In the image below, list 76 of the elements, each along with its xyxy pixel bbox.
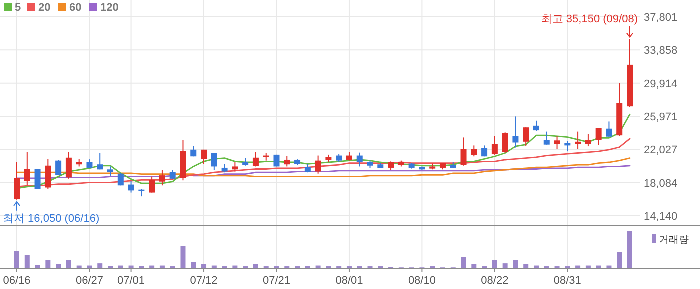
bar [66, 260, 72, 268]
candlestick [356, 152, 363, 168]
candlestick [34, 168, 41, 190]
y-tick-label: 14,140 [644, 211, 678, 223]
bar [46, 260, 51, 268]
bar [180, 246, 186, 268]
bar [628, 231, 632, 268]
candlestick [128, 180, 134, 194]
legend-label: 120 [100, 2, 119, 14]
candlestick [56, 159, 62, 176]
x-tick-label: 08/31 [554, 275, 582, 287]
candlestick [502, 132, 508, 154]
legend-label: 거래량 [659, 235, 689, 246]
x-tick-label: 07/01 [118, 275, 146, 287]
candlestick [315, 155, 322, 174]
candlestick [118, 172, 124, 186]
y-tick-label: 25,971 [644, 111, 678, 124]
legend-label: 5 [15, 2, 22, 14]
candlestick [149, 176, 156, 194]
candlestick [512, 116, 519, 148]
candlestick [523, 127, 530, 147]
x-tick-label: 08/10 [408, 275, 436, 287]
candlestick [97, 152, 104, 170]
bar [56, 264, 62, 268]
candlestick [575, 131, 582, 150]
candlestick [284, 156, 290, 168]
candlestick [211, 152, 218, 171]
candlestick [596, 128, 602, 146]
y-tick-label: 22,027 [644, 144, 678, 157]
x-tick-label: 06/16 [3, 275, 31, 287]
bar [98, 264, 103, 268]
legend: 거래량 [652, 234, 689, 246]
x-tick-label: 06/27 [76, 275, 104, 287]
legend-label: 20 [38, 2, 51, 14]
bar [472, 264, 477, 268]
candlestick [108, 166, 114, 176]
bar [461, 257, 466, 268]
bar [524, 264, 529, 268]
bar [253, 264, 258, 268]
candlestick [492, 136, 498, 156]
annotation: 최고 35,150 (09/08) [541, 13, 638, 26]
bar [502, 264, 508, 268]
legend-label: 60 [70, 2, 82, 14]
bar [191, 262, 196, 268]
candlestick [533, 120, 540, 132]
y-tick-label: 18,084 [644, 178, 678, 190]
candlestick [252, 151, 259, 168]
candlestick [66, 151, 72, 180]
bar [14, 251, 20, 268]
candlestick [159, 170, 166, 186]
bar [35, 265, 40, 268]
bar [492, 260, 498, 268]
candlestick [45, 158, 52, 190]
bar [513, 260, 518, 268]
candlestick [544, 131, 550, 146]
candlestick [14, 162, 20, 200]
candlestick [471, 145, 478, 158]
annotation: 최저 16,050 (06/16) [3, 212, 100, 225]
y-tick-label: 33,858 [644, 45, 678, 58]
y-tick-label: 37,801 [644, 12, 678, 24]
x-tick-label: 07/21 [262, 275, 291, 287]
candlestick [606, 121, 612, 138]
candlestick [554, 136, 560, 150]
x-tick-label: 08/22 [481, 275, 509, 287]
candlestick [24, 152, 30, 186]
candlestick [232, 162, 238, 172]
y-tick-label: 29,914 [644, 78, 678, 90]
candlestick [585, 134, 592, 148]
candlestick [201, 149, 208, 165]
x-tick-label: 07/12 [190, 275, 218, 287]
bar [617, 252, 622, 268]
x-tick-label: 08/01 [336, 275, 364, 287]
candlestick [564, 140, 571, 152]
bar [24, 255, 30, 268]
bar [202, 264, 207, 268]
candlestick [460, 137, 467, 166]
